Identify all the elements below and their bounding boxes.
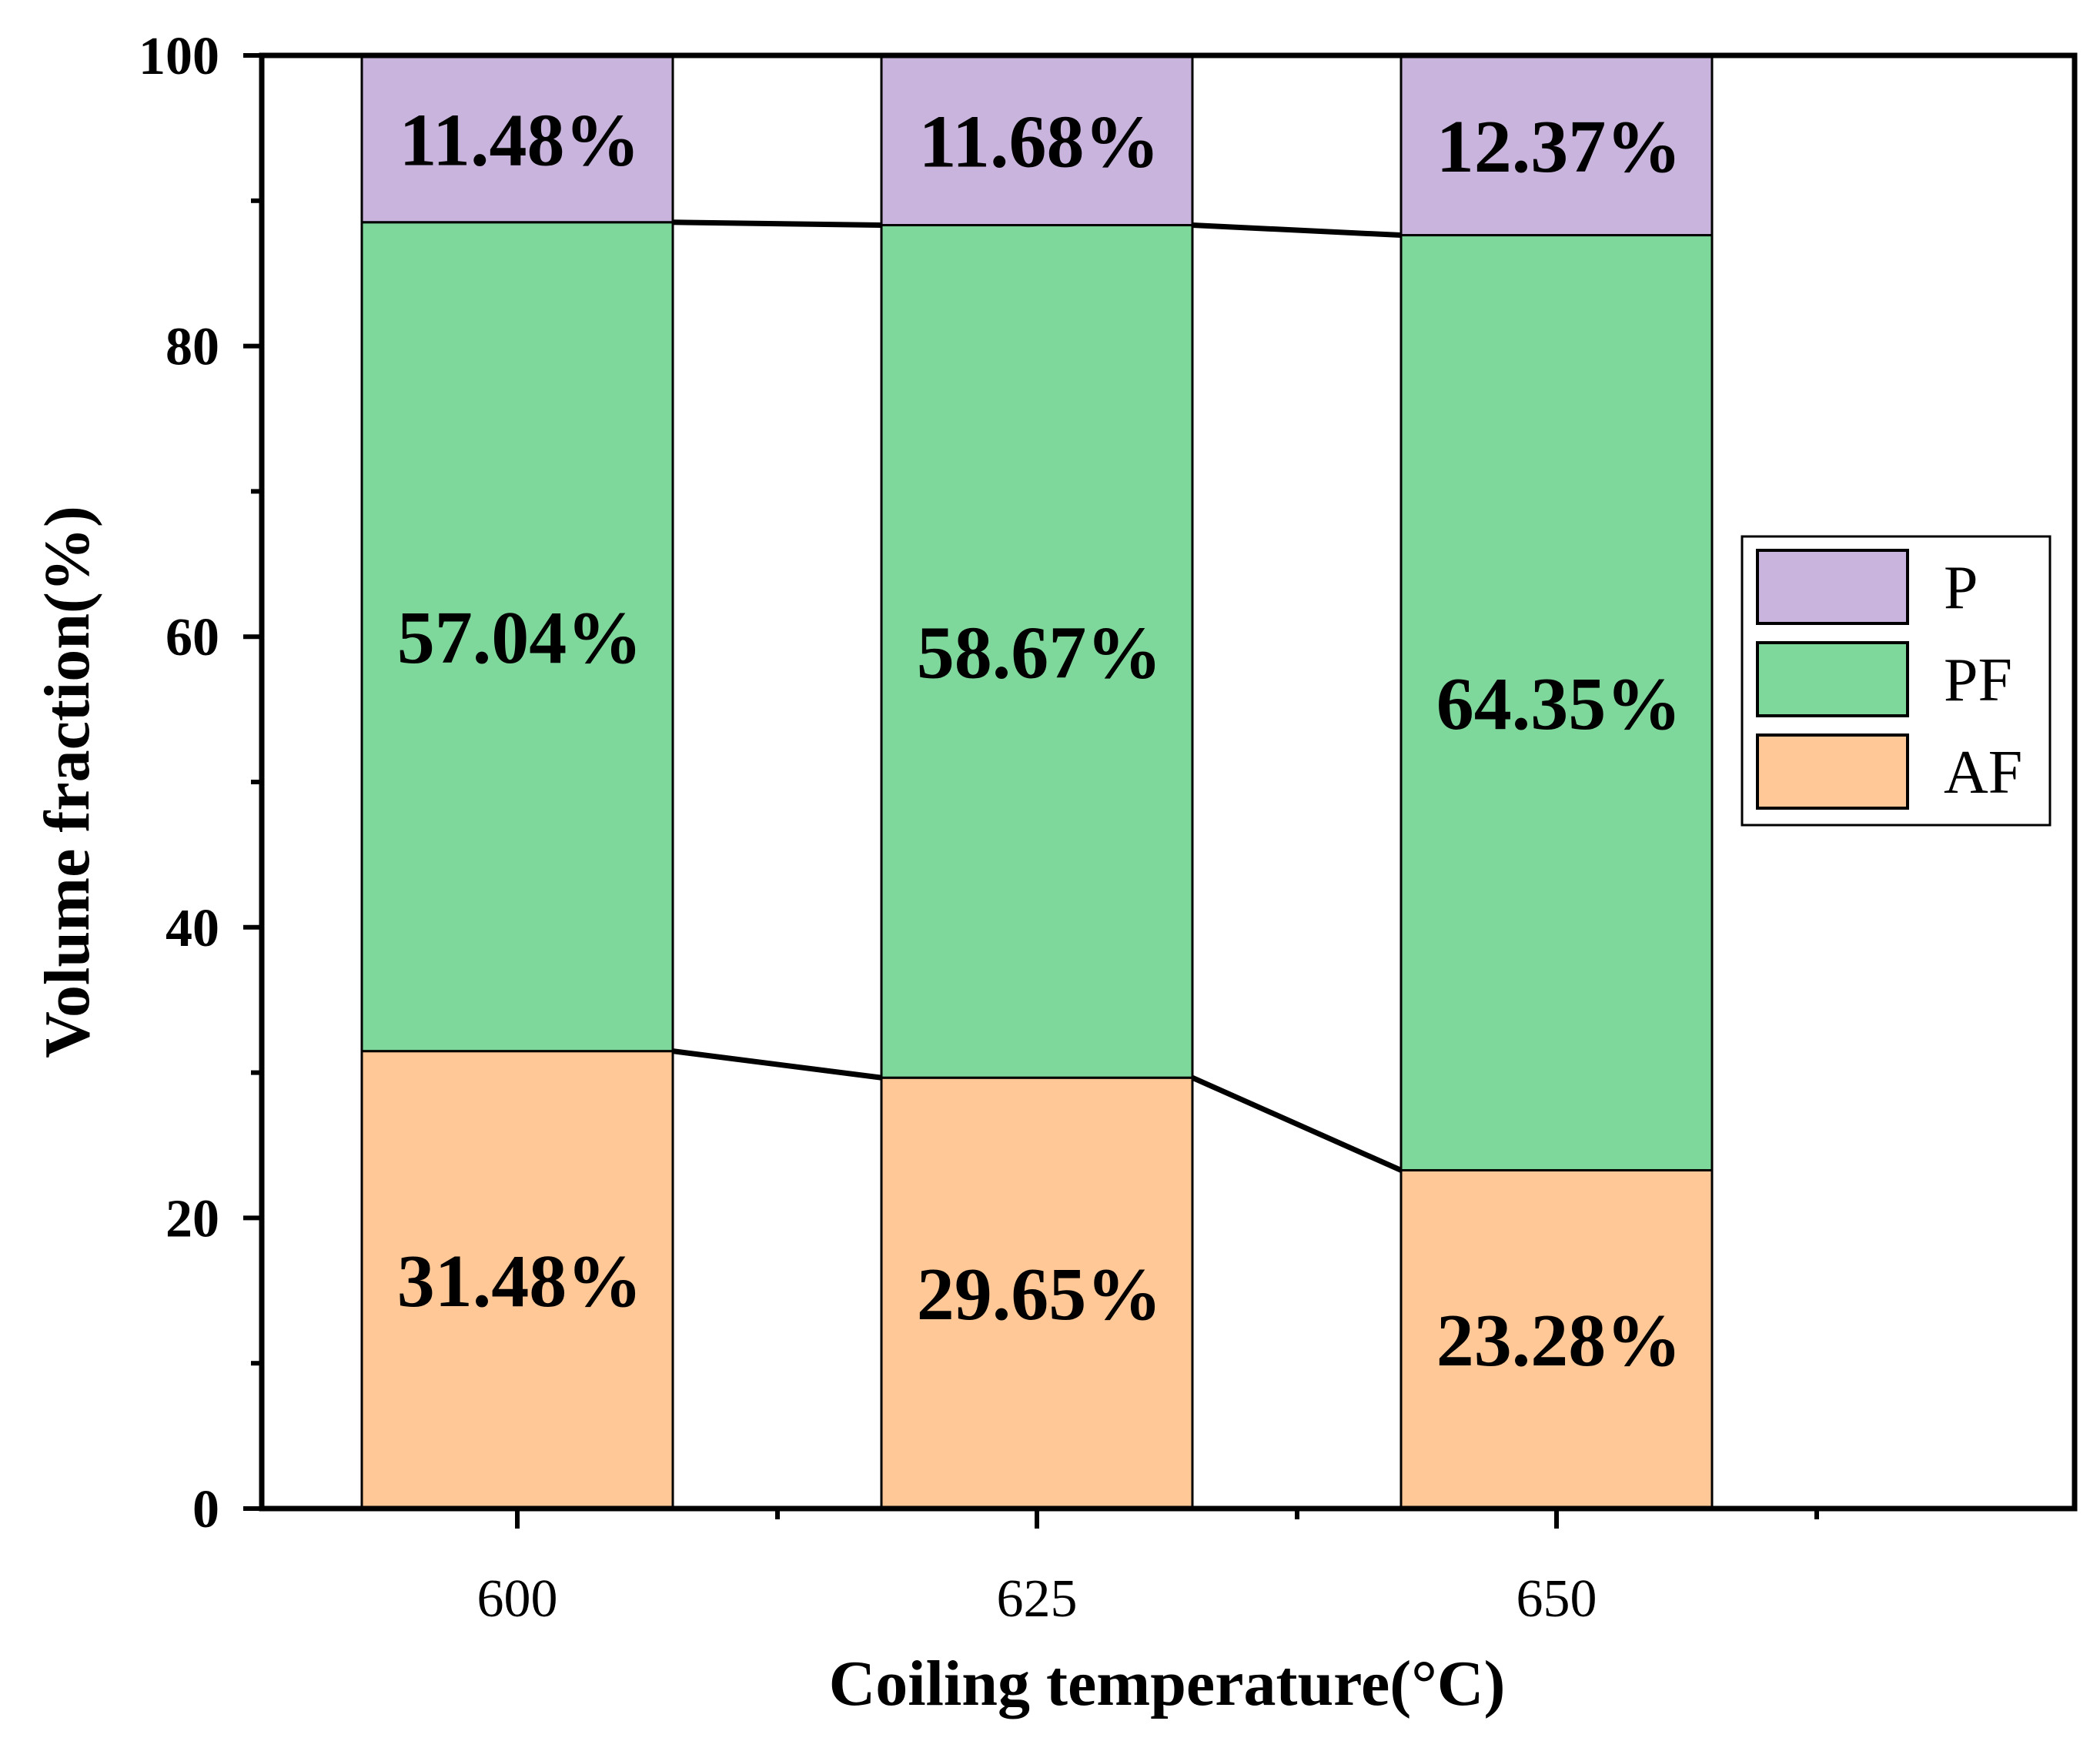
connector-pf-625-650 [1192, 222, 1402, 239]
bar-af-625 [880, 1076, 1194, 1510]
y-tick-label-40: 40 [166, 899, 219, 958]
x-tick-label-650: 650 [1516, 1569, 1597, 1629]
data-label-af-625: 29.65% [917, 1253, 1162, 1336]
x-axis-title: Coiling temperature(°C) [829, 1648, 1506, 1719]
y-axis-title: Volume fraction(%) [32, 506, 103, 1058]
data-label-p-625: 11.68% [918, 100, 1159, 183]
legend-label-af: AF [1944, 739, 2022, 807]
data-label-p-600: 11.48% [399, 99, 640, 182]
data-label-pf-600: 57.04% [397, 596, 643, 680]
bar-p-650 [1399, 54, 1714, 237]
x-tick-label-625: 625 [997, 1569, 1078, 1629]
data-labels: 31.48% 57.04% 11.48% 29.65% 58.67% 11.68% 23.2… [397, 99, 1682, 1382]
plot-area: 31.48% 57.04% 11.48% 29.65% 58.67% 11.68% 23.2… [360, 54, 1714, 1510]
y-tick-label-100: 100 [139, 27, 219, 86]
y-tick-label-60: 60 [166, 608, 219, 667]
legend-swatch-pf [1756, 641, 1909, 717]
axes: 0 20 40 60 80 100 600 625 650 [139, 27, 2078, 1629]
y-tick-label-20: 20 [166, 1189, 219, 1248]
bar-p-625 [880, 54, 1194, 227]
legend-swatch-af [1756, 733, 1909, 810]
y-axis-ticks: 0 20 40 60 80 100 [139, 27, 262, 1539]
y-tick-label-0: 0 [192, 1480, 219, 1539]
bars [360, 54, 1714, 1510]
x-axis-ticks: 600 625 650 [477, 1509, 1819, 1629]
data-label-pf-625: 58.67% [917, 611, 1162, 694]
legend-label-pf: PF [1944, 647, 2012, 714]
data-label-af-600: 31.48% [397, 1240, 643, 1323]
connector-af-625-650 [1191, 1075, 1403, 1173]
connector-pf-600-625 [672, 219, 882, 229]
x-tick-label-600: 600 [477, 1569, 558, 1629]
connector-af-600-625 [672, 1048, 882, 1081]
data-label-af-650: 23.28% [1436, 1299, 1682, 1382]
bar-pf-600 [360, 221, 674, 1053]
data-label-p-650: 12.37% [1436, 105, 1682, 189]
bar-pf-625 [880, 224, 1194, 1079]
bar-af-600 [360, 1050, 674, 1510]
bar-pf-650 [1399, 234, 1714, 1171]
legend: P PF AF [1741, 535, 2052, 827]
data-label-pf-650: 64.35% [1436, 663, 1682, 746]
connector-lines [672, 219, 1403, 1173]
legend-swatch-p [1756, 549, 1909, 625]
legend-label-p: P [1944, 554, 1978, 622]
y-tick-label-80: 80 [166, 318, 219, 377]
